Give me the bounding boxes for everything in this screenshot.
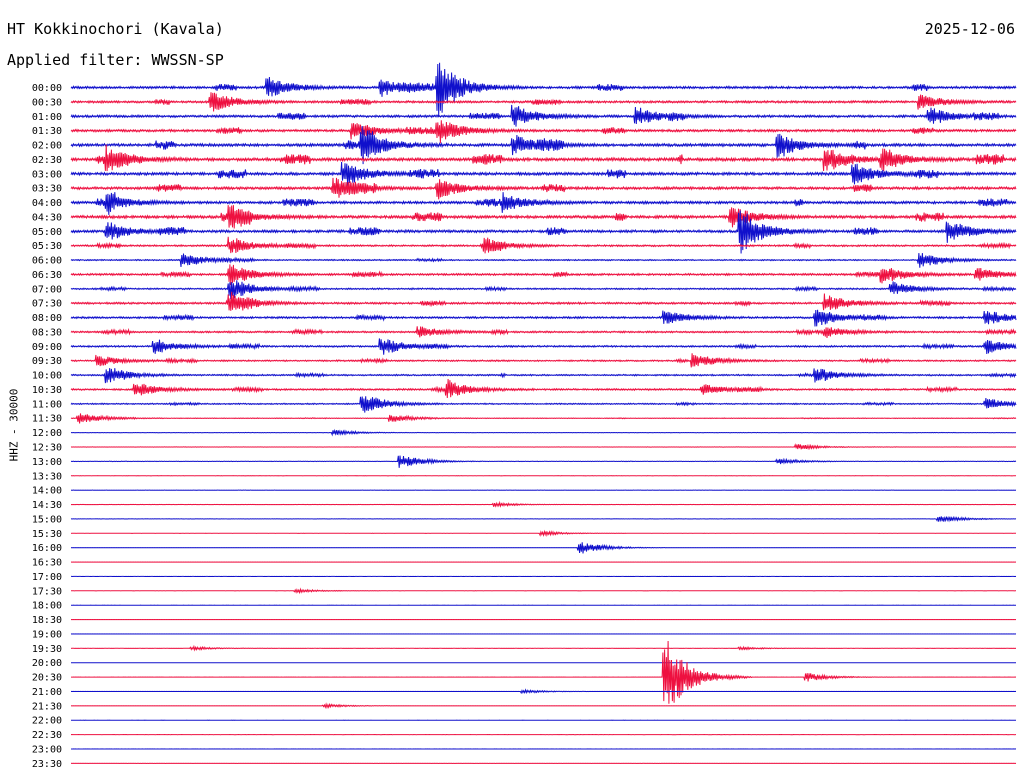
trace-line-0300	[70, 161, 1017, 186]
trace-line-0630	[70, 264, 1017, 286]
time-label-0930: 09:30	[32, 356, 62, 367]
time-label-0200: 02:00	[32, 141, 62, 152]
time-label-1430: 14:30	[32, 500, 62, 511]
trace-line-1500	[70, 515, 1017, 523]
time-label-0830: 08:30	[32, 327, 62, 338]
trace-line-1030	[70, 378, 1017, 399]
time-label-0100: 01:00	[32, 112, 62, 123]
time-label-1830: 18:30	[32, 615, 62, 626]
time-label-2100: 21:00	[32, 687, 62, 698]
time-label-1330: 13:30	[32, 471, 62, 482]
trace-line-1130	[70, 413, 1017, 424]
time-label-0000: 00:00	[32, 83, 62, 94]
time-label-1600: 16:00	[32, 543, 62, 554]
time-label-0300: 03:00	[32, 169, 62, 180]
time-label-0900: 09:00	[32, 342, 62, 353]
trace-line-0230	[70, 144, 1017, 172]
trace-line-0130	[70, 120, 1017, 144]
time-label-1730: 17:30	[32, 586, 62, 597]
time-label-group: 00:00 00:30 01:00 01:30 02:00 02:30 03:00 03:30…	[32, 83, 62, 770]
trace-line-1200	[70, 428, 1017, 437]
time-label-0500: 05:00	[32, 227, 62, 238]
time-label-0600: 06:00	[32, 256, 62, 267]
trace-line-0800	[70, 309, 1017, 327]
time-label-0800: 08:00	[32, 313, 62, 324]
time-label-1800: 18:00	[32, 601, 62, 612]
trace-line-2130	[70, 702, 1017, 710]
time-label-0400: 04:00	[32, 198, 62, 209]
time-label-1100: 11:00	[32, 399, 62, 410]
time-label-2000: 20:00	[32, 658, 62, 669]
trace-line-0030	[70, 92, 1017, 112]
date-label: 2025-12-06	[924, 20, 1015, 38]
time-label-1230: 12:30	[32, 443, 62, 454]
time-label-0700: 07:00	[32, 284, 62, 295]
time-label-0230: 02:30	[32, 155, 62, 166]
time-label-1500: 15:00	[32, 514, 62, 525]
trace-group	[70, 62, 1017, 765]
time-label-1530: 15:30	[32, 529, 62, 540]
trace-line-0200	[70, 125, 1017, 165]
trace-line-1600	[70, 542, 1017, 554]
time-label-0730: 07:30	[32, 299, 62, 310]
filter-label: Applied filter: WWSSN-SP	[7, 51, 224, 69]
trace-line-0500	[70, 210, 1017, 254]
time-label-0330: 03:30	[32, 184, 62, 195]
time-label-0030: 00:30	[32, 97, 62, 108]
time-label-1130: 11:30	[32, 414, 62, 425]
trace-line-1100	[70, 396, 1017, 413]
trace-line-0100	[70, 104, 1017, 127]
time-label-2030: 20:30	[32, 673, 62, 684]
time-label-2200: 22:00	[32, 716, 62, 727]
trace-line-2100	[70, 688, 1017, 695]
trace-line-0600	[70, 253, 1017, 268]
trace-line-1300	[70, 455, 1017, 468]
trace-line-0930	[70, 353, 1017, 368]
trace-line-1000	[70, 368, 1017, 384]
trace-line-1530	[70, 529, 1017, 538]
trace-line-0430	[70, 205, 1017, 229]
time-label-2300: 23:00	[32, 744, 62, 755]
time-label-0430: 04:30	[32, 212, 62, 223]
trace-line-1430	[70, 500, 1017, 508]
time-label-1400: 14:00	[32, 486, 62, 497]
trace-line-0530	[70, 236, 1017, 254]
trace-line-1230	[70, 443, 1017, 451]
time-label-1200: 12:00	[32, 428, 62, 439]
time-label-1300: 13:00	[32, 457, 62, 468]
time-label-2230: 22:30	[32, 730, 62, 741]
trace-line-1730	[71, 587, 1016, 595]
time-label-1900: 19:00	[32, 629, 62, 640]
time-label-1000: 10:00	[32, 371, 62, 382]
time-label-0630: 06:30	[32, 270, 62, 281]
trace-line-0730	[70, 291, 1017, 311]
trace-line-0830	[70, 326, 1017, 339]
time-label-2330: 23:30	[32, 759, 62, 770]
trace-line-0900	[70, 338, 1017, 355]
time-label-0530: 05:30	[32, 241, 62, 252]
trace-line-0330	[70, 177, 1017, 200]
trace-line-2030	[71, 640, 1017, 704]
trace-line-1930	[70, 644, 1017, 652]
time-label-0130: 01:30	[32, 126, 62, 137]
time-label-2130: 21:30	[32, 701, 62, 712]
trace-line-0000	[70, 62, 1017, 117]
trace-line-0700	[70, 280, 1017, 300]
station-title: HT Kokkinochori (Kavala)	[7, 20, 224, 38]
time-label-1630: 16:30	[32, 558, 62, 569]
time-label-1700: 17:00	[32, 572, 62, 583]
time-label-1030: 10:30	[32, 385, 62, 396]
trace-line-0400	[70, 192, 1017, 215]
time-label-1930: 19:30	[32, 644, 62, 655]
